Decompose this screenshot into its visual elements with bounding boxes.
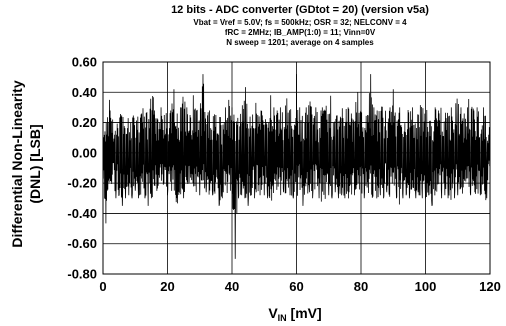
series-layer: [102, 74, 491, 259]
x-tick-label: 100: [415, 279, 437, 294]
chart-subtitle-line-1: Vbat = Vref = 5.0V; fs = 500kHz; OSR = 3…: [193, 18, 407, 27]
y-tick-label: -0.60: [67, 236, 97, 251]
y-tick-label: -0.20: [67, 176, 97, 191]
x-axis-title-subscript: IN: [278, 313, 287, 323]
y-tick-labels: 0.60 0.40 0.20 0.00 -0.20 -0.40 -0.60 -0.80: [67, 55, 97, 282]
x-tick-label: 20: [160, 279, 174, 294]
x-tick-label: 40: [225, 279, 239, 294]
x-tick-label: 60: [289, 279, 303, 294]
x-axis-title: VIN [mV]: [268, 305, 321, 323]
chart-title: 12 bits - ADC converter (GDtot = 20) (ve…: [171, 4, 429, 16]
chart-title-block: 12 bits - ADC converter (GDtot = 20) (ve…: [171, 4, 429, 47]
x-tick-label: 0: [99, 279, 106, 294]
chart-subtitle-line-3: N sweep = 1201; average on 4 samples: [226, 38, 374, 47]
y-axis-title: Differential Non-Linearity (DNL) [LSB]: [9, 80, 43, 247]
dnl-series-line: [102, 74, 491, 259]
y-tick-label: -0.80: [67, 267, 97, 282]
x-tick-labels: 0 20 40 60 80 100 120: [99, 279, 500, 294]
y-tick-label: 0.00: [72, 145, 97, 160]
y-tick-label: -0.40: [67, 206, 97, 221]
x-tick-label: 120: [479, 279, 501, 294]
y-tick-label: 0.60: [72, 55, 97, 70]
x-axis-title-main: V: [268, 305, 278, 321]
y-tick-label: 0.20: [72, 115, 97, 130]
y-axis-title-line-1: Differential Non-Linearity: [9, 80, 25, 247]
chart-subtitle-line-2: fRC = 2MHz; IB_AMP(1:0) = 11; Vinn=0V: [225, 28, 376, 37]
x-axis-title-unit: [mV]: [287, 305, 322, 321]
y-axis-title-line-2: (DNL) [LSB]: [27, 124, 43, 203]
y-tick-label: 0.40: [72, 85, 97, 100]
x-tick-label: 80: [354, 279, 368, 294]
